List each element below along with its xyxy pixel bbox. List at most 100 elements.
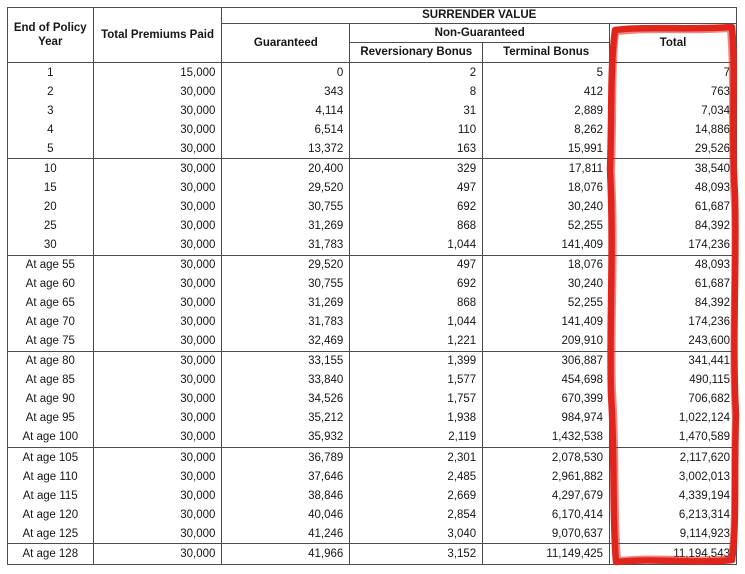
cell-guaranteed: 37,646 [221, 467, 351, 487]
cell-guaranteed: 29,520 [221, 254, 351, 275]
cell-reversionary: 2,854 [349, 505, 484, 525]
cell-premiums: 30,000 [92, 427, 223, 448]
cell-total: 11,194,543 [609, 543, 737, 565]
cell-label: At age 80 [7, 350, 94, 371]
cell-terminal: 141,409 [482, 312, 611, 332]
table-row: 15 30,000 29,520 497 18,076 48,093 [7, 178, 737, 198]
cell-premiums: 30,000 [92, 178, 223, 198]
cell-terminal: 18,076 [482, 178, 611, 198]
cell-reversionary: 2,669 [349, 486, 484, 506]
cell-total: 48,093 [609, 178, 737, 198]
cell-premiums: 30,000 [92, 216, 223, 236]
cell-reversionary: 1,757 [349, 389, 484, 409]
table-row: 20 30,000 30,755 692 30,240 61,687 [7, 197, 737, 217]
table-row: 4 30,000 6,514 110 8,262 14,886 [7, 120, 737, 140]
cell-label: 4 [7, 120, 94, 140]
cell-terminal: 30,240 [482, 274, 611, 294]
cell-reversionary: 497 [349, 178, 484, 198]
cell-label: At age 70 [7, 312, 94, 332]
cell-reversionary: 8 [349, 82, 484, 102]
cell-premiums: 15,000 [92, 62, 223, 83]
header-terminal-bonus: Terminal Bonus [482, 42, 611, 63]
cell-total: 763 [609, 82, 737, 102]
header-row-1: End of Policy Year Total Premiums Paid S… [7, 7, 737, 63]
cell-reversionary: 1,938 [349, 408, 484, 428]
cell-premiums: 30,000 [92, 120, 223, 140]
cell-label: At age 55 [7, 254, 94, 275]
cell-total: 48,093 [609, 254, 737, 275]
cell-label: At age 75 [7, 331, 94, 352]
cell-label: At age 110 [7, 467, 94, 487]
table-row: At age 105 30,000 36,789 2,301 2,078,530 2,11… [7, 447, 737, 468]
cell-total: 174,236 [609, 312, 737, 332]
cell-terminal: 17,811 [482, 158, 611, 179]
cell-terminal: 141,409 [482, 235, 611, 255]
cell-terminal: 52,255 [482, 293, 611, 313]
cell-total: 6,213,314 [609, 505, 737, 525]
cell-terminal: 2,078,530 [482, 447, 611, 468]
cell-terminal: 209,910 [482, 331, 611, 352]
cell-terminal: 9,070,637 [482, 524, 611, 544]
cell-guaranteed: 40,046 [221, 505, 351, 525]
cell-guaranteed: 36,789 [221, 447, 351, 468]
cell-reversionary: 3,152 [349, 543, 484, 565]
cell-guaranteed: 343 [221, 82, 351, 102]
cell-premiums: 30,000 [92, 312, 223, 332]
header-row-3: Reversionary Bonus Terminal Bonus [8, 42, 737, 63]
cell-guaranteed: 35,212 [221, 408, 351, 428]
table-row: At age 70 30,000 31,783 1,044 141,409 174,236 [7, 312, 737, 332]
cell-terminal: 984,974 [482, 408, 611, 428]
cell-total: 29,526 [609, 139, 737, 159]
cell-label: 10 [7, 158, 94, 179]
cell-total: 84,392 [609, 216, 737, 236]
cell-total: 243,600 [609, 331, 737, 352]
cell-label: 30 [7, 235, 94, 255]
cell-guaranteed: 29,520 [221, 178, 351, 198]
cell-guaranteed: 31,783 [221, 312, 351, 332]
cell-terminal: 5 [482, 62, 611, 83]
cell-terminal: 670,399 [482, 389, 611, 409]
cell-premiums: 30,000 [92, 467, 223, 487]
cell-label: At age 115 [7, 486, 94, 506]
table-row: 1 15,000 0 2 5 7 [7, 62, 737, 83]
cell-terminal: 306,887 [482, 350, 611, 371]
cell-reversionary: 3,040 [349, 524, 484, 544]
cell-total: 14,886 [609, 120, 737, 140]
cell-label: At age 65 [7, 293, 94, 313]
header-total: Total [609, 23, 737, 63]
cell-terminal: 2,961,882 [482, 467, 611, 487]
cell-terminal: 52,255 [482, 216, 611, 236]
cell-terminal: 454,698 [482, 370, 611, 390]
header-policy-year: End of Policy Year [7, 7, 94, 63]
cell-premiums: 30,000 [92, 524, 223, 544]
cell-reversionary: 163 [349, 139, 484, 159]
cell-reversionary: 329 [349, 158, 484, 179]
cell-terminal: 18,076 [482, 254, 611, 275]
cell-label: 2 [7, 82, 94, 102]
cell-reversionary: 1,577 [349, 370, 484, 390]
cell-label: 1 [7, 62, 94, 83]
cell-total: 3,002,013 [609, 467, 737, 487]
cell-guaranteed: 34,526 [221, 389, 351, 409]
cell-premiums: 30,000 [92, 82, 223, 102]
cell-total: 341,441 [609, 350, 737, 371]
cell-premiums: 30,000 [92, 235, 223, 255]
cell-reversionary: 1,221 [349, 331, 484, 352]
cell-total: 7,034 [609, 101, 737, 121]
cell-label: 3 [7, 101, 94, 121]
cell-terminal: 11,149,425 [482, 543, 611, 565]
cell-total: 4,339,194 [609, 486, 737, 506]
cell-terminal: 1,432,538 [482, 427, 611, 448]
cell-terminal: 412 [482, 82, 611, 102]
table-row: At age 115 30,000 38,846 2,669 4,297,679 4,33… [7, 486, 737, 506]
cell-terminal: 30,240 [482, 197, 611, 217]
cell-label: At age 128 [7, 543, 94, 565]
cell-label: At age 100 [7, 427, 94, 448]
table-row: At age 60 30,000 30,755 692 30,240 61,687 [7, 274, 737, 294]
cell-total: 84,392 [609, 293, 737, 313]
table-row: At age 85 30,000 33,840 1,577 454,698 490,115 [7, 370, 737, 390]
cell-premiums: 30,000 [92, 389, 223, 409]
table-header: End of Policy Year Total Premiums Paid S… [7, 7, 737, 63]
cell-terminal: 6,170,414 [482, 505, 611, 525]
